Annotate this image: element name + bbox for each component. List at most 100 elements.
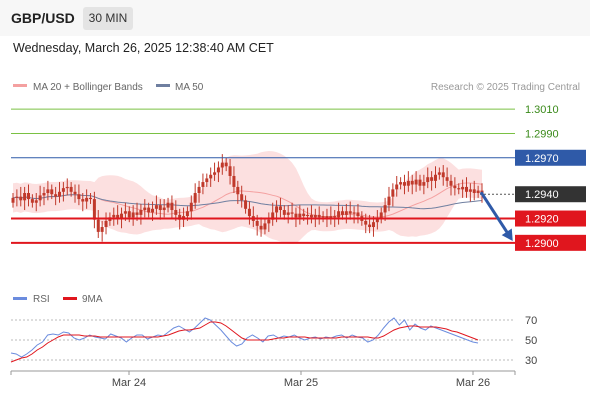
candle-body	[468, 189, 472, 192]
candle-body	[306, 214, 310, 217]
level-label: 1.3010	[525, 104, 559, 116]
level-label-box	[515, 149, 586, 166]
candle-body	[189, 202, 193, 212]
candle-body	[461, 186, 465, 190]
level-label-box	[515, 234, 586, 251]
candle-body	[11, 197, 15, 203]
candle-body	[433, 174, 437, 181]
candle-body	[27, 193, 31, 200]
candle-body	[364, 220, 368, 225]
candle-body	[73, 191, 77, 195]
candle-body	[379, 212, 383, 219]
candle-body	[313, 214, 317, 218]
candle-body	[201, 182, 205, 187]
rsi-tick-label: 50	[525, 335, 537, 347]
candle-body	[356, 212, 360, 217]
candle-body	[333, 216, 337, 218]
datetime-label: Wednesday, March 26, 2025 12:38:40 AM CE…	[13, 41, 274, 55]
candle-body	[263, 223, 267, 230]
candle-body	[151, 208, 155, 213]
candle-body	[205, 178, 209, 183]
candle-body	[42, 193, 46, 196]
candle-body	[476, 190, 480, 194]
candle-body	[81, 199, 85, 202]
rsi-legend-swatch	[13, 297, 27, 300]
rsi-line	[10, 317, 479, 358]
candle-body	[259, 225, 263, 230]
timeframe-button[interactable]: 30 MIN	[83, 7, 133, 30]
candle-body	[228, 166, 232, 176]
candle-body	[120, 213, 124, 219]
candle-body	[309, 214, 313, 218]
ma9-legend-swatch	[63, 297, 77, 300]
candle-body	[317, 214, 321, 218]
level-label: 1.2900	[525, 238, 559, 250]
candle-body	[371, 222, 375, 228]
candle-body	[213, 172, 217, 175]
candle-body	[426, 177, 430, 183]
candle-body	[395, 184, 399, 190]
candle-body	[170, 202, 174, 211]
candle-body	[166, 202, 170, 208]
candle-body	[255, 220, 259, 226]
candle-body	[34, 200, 38, 203]
candle-body	[85, 197, 89, 202]
candle-body	[209, 174, 213, 179]
candle-body	[402, 182, 406, 186]
symbol-label: GBP/USD	[11, 10, 75, 26]
candle-body	[302, 213, 306, 217]
candle-body	[247, 208, 251, 217]
candle-body	[50, 189, 54, 195]
candle-body	[472, 189, 476, 194]
candle-body	[193, 193, 197, 203]
candle-body	[418, 179, 422, 186]
candle-body	[96, 219, 100, 232]
candle-body	[240, 194, 244, 201]
x-tick-label: Mar 25	[284, 377, 318, 389]
candle-body	[197, 186, 201, 194]
candle-body	[224, 162, 228, 167]
level-label: 1.2970	[525, 153, 559, 165]
candle-body	[414, 179, 418, 185]
candle-body	[162, 207, 166, 211]
candle-body	[344, 211, 348, 215]
candle-body	[131, 212, 135, 218]
x-tick-label: Mar 24	[112, 377, 146, 389]
rsi-tick-label: 70	[525, 315, 537, 327]
candle-body	[294, 213, 298, 218]
current-price-box	[515, 186, 586, 203]
candle-body	[116, 214, 120, 219]
candle-body	[282, 210, 286, 215]
candle-body	[54, 194, 58, 197]
candle-body	[112, 214, 116, 218]
candle-body	[30, 199, 34, 203]
ma50-line	[12, 194, 483, 210]
candle-body	[123, 211, 127, 214]
candle-body	[216, 167, 220, 173]
candle-body	[325, 216, 329, 219]
candle-body	[391, 189, 395, 197]
rsi-tick-label: 30	[525, 355, 537, 367]
candle-body	[19, 196, 23, 201]
candle-body	[399, 182, 403, 185]
candle-body	[244, 200, 248, 209]
candle-body	[185, 211, 189, 217]
ma20-legend-swatch	[13, 84, 27, 87]
candle-body	[135, 212, 139, 215]
rsi-ma-line	[10, 321, 479, 363]
candle-body	[23, 193, 27, 201]
candle-body	[69, 186, 73, 192]
level-label: 1.2990	[525, 128, 559, 140]
ma50-legend-swatch	[156, 84, 170, 87]
candle-body	[143, 207, 147, 211]
candle-body	[154, 205, 158, 209]
candle-body	[220, 162, 224, 168]
candle-body	[278, 206, 282, 211]
candle-body	[65, 186, 69, 189]
level-label: 1.2920	[525, 214, 559, 226]
candle-body	[158, 205, 162, 211]
candle-body	[383, 205, 387, 213]
candle-body	[453, 185, 457, 189]
candle-body	[139, 210, 143, 215]
candle-body	[232, 175, 236, 187]
